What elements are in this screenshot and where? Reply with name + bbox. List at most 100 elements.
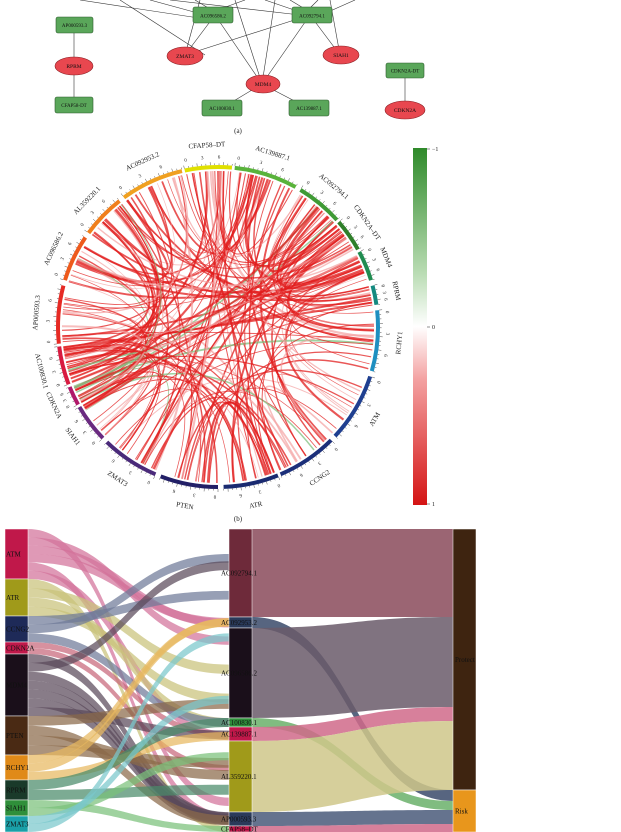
sector-tick bbox=[270, 172, 272, 175]
sector-tick bbox=[102, 208, 105, 212]
scale-mid-label: 0 bbox=[432, 325, 435, 331]
sector-arc bbox=[105, 440, 157, 477]
node-label: CDKN2A-DT bbox=[391, 70, 420, 75]
sector-tick-label: 0 bbox=[119, 186, 124, 192]
sector-label: AC092953.2 bbox=[124, 150, 161, 172]
sankey-panel: ATM ATR CCNG2 CDKN2A MDM4 PTEN RCHY1 RPRM SIAH1 Z… bbox=[4, 528, 477, 832]
chord-links bbox=[61, 170, 375, 484]
sankey-flow bbox=[252, 824, 453, 832]
sector-tick bbox=[80, 415, 83, 417]
sector-tick bbox=[100, 213, 102, 215]
sankey-flow bbox=[28, 597, 229, 727]
sankey-flow bbox=[28, 699, 229, 726]
sector-tick bbox=[114, 452, 116, 454]
sector-tick bbox=[145, 178, 147, 182]
chord-link bbox=[280, 334, 374, 442]
node-SIAH1: SIAH1 bbox=[322, 45, 360, 65]
sector-tick bbox=[66, 392, 70, 394]
sankey-flows-left bbox=[28, 529, 229, 832]
sankey-flow bbox=[28, 554, 229, 634]
sector-tick bbox=[355, 239, 359, 242]
sector-tick bbox=[82, 418, 85, 422]
chord-link bbox=[62, 313, 286, 469]
chord-link bbox=[83, 170, 222, 275]
sector-tick-label: 0 bbox=[237, 157, 241, 162]
chord-link bbox=[75, 260, 365, 298]
sector-tick bbox=[325, 204, 328, 207]
sector-tick bbox=[371, 274, 375, 276]
sector-tick bbox=[158, 173, 160, 177]
scale-top-label: −1 bbox=[432, 147, 438, 153]
sector-tick bbox=[304, 188, 307, 191]
sector-tick bbox=[85, 422, 88, 424]
node-label: CFAP58-DT bbox=[61, 104, 86, 109]
network-panel: AP000593.3 AC096586.2 AC092794.1 CDKN2A-… bbox=[54, 0, 426, 135]
sector-tick bbox=[370, 270, 372, 272]
sector-label: CFAP58–DT bbox=[188, 140, 226, 150]
chord-link bbox=[93, 174, 250, 422]
sector-tick-label: 3 bbox=[352, 225, 358, 230]
sector-tick bbox=[374, 284, 378, 286]
sankey-node-label: AC092794.1 bbox=[221, 570, 257, 578]
sankey-flow bbox=[28, 561, 229, 672]
sector-label: RCHY1 bbox=[394, 331, 404, 355]
sector-tick bbox=[319, 199, 321, 201]
sector-tick bbox=[104, 443, 106, 445]
sector-tick bbox=[266, 481, 268, 485]
sector-tick-label: 3 bbox=[365, 402, 371, 407]
sector-tick bbox=[336, 437, 338, 439]
sector-arc bbox=[369, 310, 380, 372]
chord-link bbox=[62, 175, 189, 314]
sector-tick bbox=[325, 447, 328, 449]
sankey-flow bbox=[28, 654, 229, 822]
sector-tick bbox=[73, 405, 77, 408]
sector-tick-label: 0 bbox=[66, 404, 72, 409]
sector-tick bbox=[292, 181, 294, 184]
sankey-left-nodes: ATM ATR CCNG2 CDKN2A MDM4 PTEN RCHY1 RPRM SIAH1 Z… bbox=[4, 528, 34, 832]
sector-tick bbox=[375, 362, 379, 364]
sector-tick-label: 3 bbox=[128, 469, 133, 475]
chord-link bbox=[279, 210, 372, 306]
sector-tick bbox=[137, 184, 139, 187]
sector-tick bbox=[117, 197, 119, 200]
chord-link bbox=[231, 234, 345, 483]
node-label: AP000593.3 bbox=[62, 24, 88, 29]
sector-arc bbox=[279, 438, 333, 477]
chord-link bbox=[126, 200, 330, 269]
sector-tick bbox=[300, 465, 303, 469]
sankey-node-label: AL359220.1 bbox=[221, 773, 257, 781]
sector-tick bbox=[350, 232, 353, 235]
sector-tick bbox=[253, 484, 255, 488]
sankey-flow bbox=[28, 671, 229, 822]
sector-tick-label: 0 bbox=[276, 482, 281, 488]
sector-tick-label: 3 bbox=[384, 333, 389, 336]
chord-link bbox=[186, 271, 365, 480]
sankey-node-label: CFAP58–DT bbox=[221, 826, 259, 832]
sector-tick bbox=[120, 193, 123, 197]
sankey-right-nodes: Protect Risk bbox=[452, 528, 477, 832]
sector-tick bbox=[88, 227, 90, 229]
sankey-node-label: Risk bbox=[455, 808, 468, 816]
sector-tick-label: 3 bbox=[201, 156, 204, 161]
sector-tick bbox=[117, 455, 120, 458]
chord-link bbox=[268, 197, 341, 273]
sector-tick-label: 0 bbox=[47, 340, 52, 343]
sector-tick bbox=[362, 254, 365, 256]
chord-link bbox=[65, 350, 148, 409]
sankey-node-label: PTEN bbox=[6, 732, 24, 740]
chord-link bbox=[273, 198, 369, 297]
sector-tick bbox=[128, 463, 131, 466]
sector-arc bbox=[234, 165, 297, 189]
scale-bottom-label: 1 bbox=[432, 502, 435, 508]
node-ZMAT3: ZMAT3 bbox=[166, 46, 204, 66]
sector-tick bbox=[369, 385, 371, 387]
chord-link bbox=[64, 298, 147, 404]
sector-tick bbox=[288, 178, 290, 182]
sector-tick bbox=[301, 185, 304, 189]
sector-tick-label: 0 bbox=[80, 222, 86, 227]
sector-tick bbox=[149, 474, 151, 476]
sankey-flow bbox=[28, 633, 229, 832]
sector-tick bbox=[183, 165, 185, 169]
panel-a-label: (a) bbox=[234, 127, 242, 135]
sector-label: ATR bbox=[249, 500, 264, 511]
